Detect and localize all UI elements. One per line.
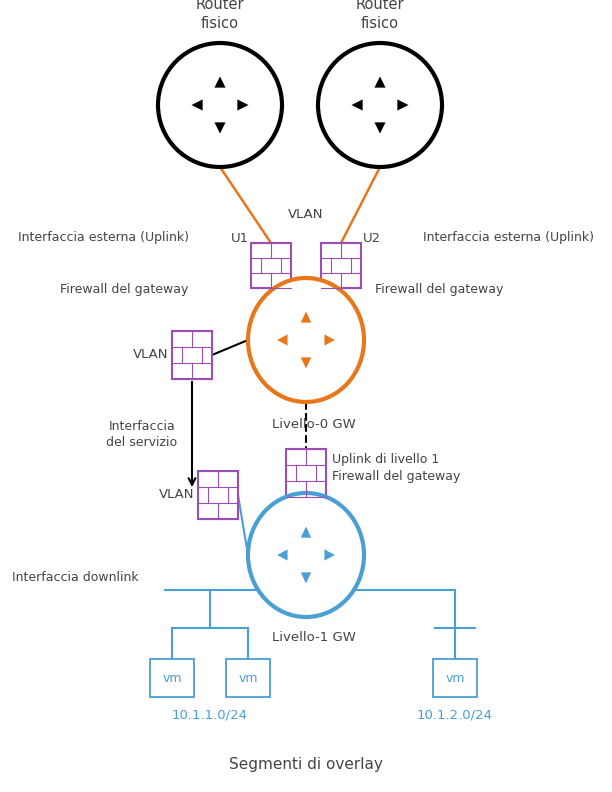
Text: U2: U2 (363, 233, 381, 246)
Ellipse shape (248, 493, 364, 617)
Text: vm: vm (238, 672, 258, 684)
Text: Uplink di livello 1
Firewall del gateway: Uplink di livello 1 Firewall del gateway (332, 453, 460, 483)
Text: Firewall del gateway: Firewall del gateway (375, 284, 504, 296)
FancyArrow shape (214, 77, 226, 100)
FancyArrow shape (375, 110, 386, 134)
Text: VLAN: VLAN (288, 208, 324, 222)
FancyArrow shape (225, 100, 248, 111)
Bar (433, 659, 477, 697)
FancyArrow shape (277, 334, 301, 345)
Text: Interfaccia downlink: Interfaccia downlink (12, 571, 139, 584)
Bar (226, 659, 270, 697)
FancyArrow shape (277, 550, 301, 561)
Text: VLAN: VLAN (159, 489, 194, 501)
Bar (172, 331, 212, 379)
FancyArrow shape (300, 560, 312, 584)
Text: U1: U1 (231, 233, 249, 246)
Text: Firewall del gateway: Firewall del gateway (60, 284, 188, 296)
Text: Interfaccia esterna (Uplink): Interfaccia esterna (Uplink) (18, 230, 189, 243)
Text: vm: vm (162, 672, 182, 684)
Bar (251, 242, 291, 287)
FancyArrow shape (351, 100, 375, 111)
Bar (286, 449, 326, 497)
FancyArrow shape (375, 77, 386, 100)
FancyArrow shape (214, 110, 226, 134)
Text: VLAN: VLAN (133, 348, 168, 361)
FancyArrow shape (300, 311, 312, 335)
Bar (321, 242, 361, 287)
Text: Segmenti di overlay: Segmenti di overlay (229, 757, 383, 772)
Text: Interfaccia
del servizio: Interfaccia del servizio (106, 420, 177, 449)
Text: 10.1.2.0/24: 10.1.2.0/24 (417, 708, 493, 721)
FancyArrow shape (192, 100, 215, 111)
Text: vm: vm (446, 672, 465, 684)
Ellipse shape (318, 43, 442, 167)
Text: Livello-0 GW: Livello-0 GW (272, 418, 356, 431)
Ellipse shape (248, 278, 364, 402)
FancyArrow shape (311, 550, 335, 561)
FancyArrow shape (385, 100, 409, 111)
Bar (198, 471, 238, 519)
Text: Router
fisico: Router fisico (196, 0, 244, 31)
Text: 10.1.1.0/24: 10.1.1.0/24 (172, 708, 248, 721)
Text: Interfaccia esterna (Uplink): Interfaccia esterna (Uplink) (423, 230, 594, 243)
FancyArrow shape (300, 527, 312, 550)
Text: Router
fisico: Router fisico (356, 0, 405, 31)
Ellipse shape (158, 43, 282, 167)
Text: Livello-1 GW: Livello-1 GW (272, 631, 356, 644)
FancyArrow shape (300, 345, 312, 368)
FancyArrow shape (311, 334, 335, 345)
Bar (150, 659, 194, 697)
